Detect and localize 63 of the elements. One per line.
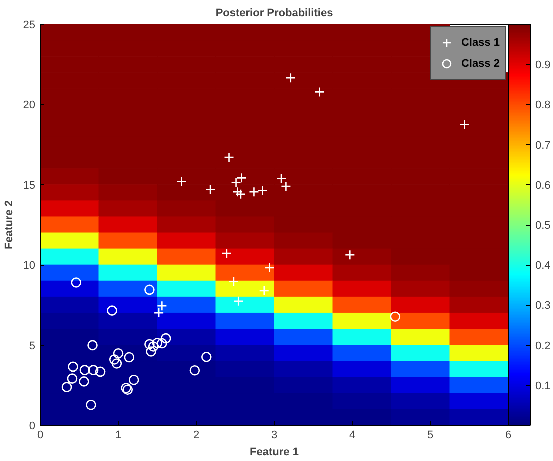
point [390,312,401,322]
x-axis-title: Feature 1 [250,446,299,458]
point [201,352,212,362]
point [264,262,275,274]
point [144,339,155,350]
point [286,72,296,84]
legend-label: Class 1 [461,36,500,50]
point [233,296,244,306]
color-bar-label: 0.1 [536,380,551,392]
point [79,376,90,387]
point [107,306,118,316]
x-tick-label: 1 [115,430,122,442]
x-tick-label: 6 [505,430,512,442]
point [71,278,82,288]
color-bar-label: 0.5 [536,220,551,232]
point [80,365,90,376]
point [152,338,163,348]
color-bar-label: 0.7 [536,140,551,152]
point [228,276,240,287]
color-bar-label: 0.2 [536,340,551,352]
x-tick-label: 0 [37,430,44,442]
point [222,248,232,259]
point [95,366,106,378]
point [68,362,78,372]
color-bar-label: 0.3 [536,300,551,312]
color-bar-label: 0.4 [536,260,551,272]
y-axis-title: Feature 2 [3,200,16,250]
y-tick-label: 5 [29,340,36,352]
color-bar-label: 0.9 [536,60,551,72]
y-tick-label: 10 [23,260,36,272]
point [128,374,140,386]
x-tick-label: 3 [271,430,278,442]
point [190,366,200,376]
y-tick-label: 20 [23,100,36,112]
point [67,374,78,384]
legend-label: Class 2 [461,56,500,72]
point [112,358,122,369]
point [157,338,168,349]
point [124,352,135,363]
point [281,181,292,192]
x-tick-label: 5 [427,430,434,442]
point [109,354,120,365]
x-tick-label: 2 [193,430,200,442]
point [88,365,99,376]
point [148,342,159,352]
y-tick-label: 15 [23,180,36,192]
point [113,348,124,359]
point [86,400,96,410]
point [62,382,72,392]
point [276,174,287,184]
point [160,333,172,344]
color-bar-label: 0.6 [536,180,551,192]
point [259,286,270,296]
point [224,152,234,163]
point [205,184,216,196]
color-bar-label: 0.8 [536,100,551,112]
x-tick-label: 4 [349,430,356,442]
y-tick-label: 25 [23,20,36,32]
point [88,340,98,351]
y-tick-label: 0 [29,420,36,432]
point [144,284,155,296]
point [146,346,156,357]
chart-title: Posterior Probabilities [216,8,334,20]
